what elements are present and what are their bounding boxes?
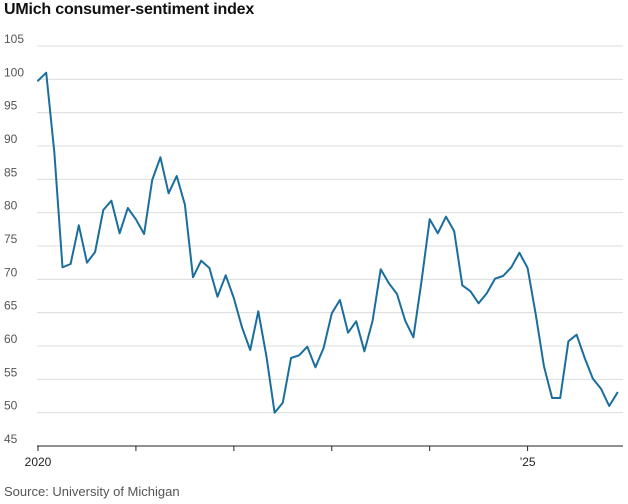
y-tick-label-85: 85 <box>4 165 18 179</box>
y-tick-label-75: 75 <box>4 232 18 246</box>
gridlines <box>37 45 623 414</box>
y-tick-label-100: 100 <box>4 65 24 79</box>
y-tick-label-105: 105 <box>4 32 24 46</box>
x-tick-label-0: 2020 <box>25 455 52 469</box>
y-tick-label-65: 65 <box>4 299 18 313</box>
y-tick-label-45: 45 <box>4 432 18 446</box>
y-axis-ticks: 45 50 55 60 65 70 75 80 85 90 95 100 105 <box>4 32 24 446</box>
y-tick-label-90: 90 <box>4 132 18 146</box>
y-tick-label-50: 50 <box>4 399 18 413</box>
y-tick-label-70: 70 <box>4 265 18 279</box>
y-tick-label-60: 60 <box>4 332 18 346</box>
series-line-sentiment <box>37 71 619 414</box>
chart-title: UMich consumer-sentiment index <box>4 1 255 18</box>
y-tick-label-95: 95 <box>4 99 18 113</box>
x-axis-ticks: 2020 ’25 <box>25 446 536 469</box>
y-tick-label-80: 80 <box>4 199 18 213</box>
x-tick-label-5: ’25 <box>520 455 536 469</box>
y-tick-label-55: 55 <box>4 365 18 379</box>
source-note: Source: University of Michigan <box>4 484 180 499</box>
